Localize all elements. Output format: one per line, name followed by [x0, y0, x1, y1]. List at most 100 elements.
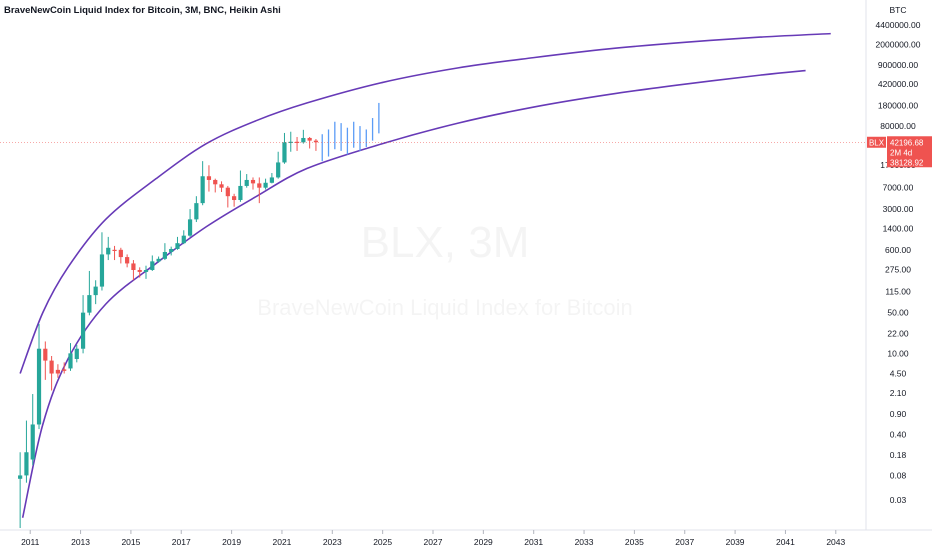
- x-tick-label: 2021: [272, 537, 291, 547]
- currency-label: BTC: [890, 5, 907, 15]
- y-tick-label: 7000.00: [883, 183, 914, 193]
- prev-close-label: 38128.92: [890, 158, 924, 167]
- x-tick-label: 2015: [121, 537, 140, 547]
- y-tick-label: 3000.00: [883, 204, 914, 214]
- candle-body: [118, 249, 123, 258]
- y-tick-label: 0.03: [890, 495, 907, 505]
- candle-body: [244, 179, 249, 186]
- candle-body: [125, 257, 130, 264]
- candles: [18, 129, 319, 528]
- x-tick-label: 2043: [826, 537, 845, 547]
- y-tick-label: 4.50: [890, 369, 907, 379]
- x-tick-label: 2019: [222, 537, 241, 547]
- y-tick-label: 420000.00: [878, 79, 918, 89]
- y-tick-label: 2.10: [890, 388, 907, 398]
- candle-body: [143, 269, 149, 272]
- candle-body: [288, 141, 293, 143]
- x-tick-label: 2029: [474, 537, 493, 547]
- countdown-label: 2M 4d: [890, 148, 912, 157]
- y-tick-label: 50.00: [887, 308, 909, 318]
- candle-body: [30, 424, 35, 460]
- candle-body: [18, 475, 23, 479]
- candle-body: [250, 179, 256, 184]
- watermark-name: BraveNewCoin Liquid Index for Bitcoin: [257, 295, 632, 320]
- candle-body: [276, 162, 281, 178]
- candle-body: [269, 177, 274, 183]
- candle-body: [282, 142, 287, 163]
- candle-body: [137, 269, 142, 272]
- x-tick-label: 2037: [675, 537, 694, 547]
- x-tick-label: 2017: [172, 537, 191, 547]
- x-tick-label: 2031: [524, 537, 543, 547]
- candle-body: [307, 137, 312, 141]
- symbol-tag: BLX: [869, 138, 885, 147]
- last-price-label: 42196.68: [890, 138, 924, 147]
- candle-body: [313, 140, 319, 143]
- candle-body: [80, 312, 86, 349]
- candle-body: [194, 203, 199, 220]
- candle-body: [55, 369, 61, 374]
- candle-body: [263, 182, 268, 188]
- time-axis[interactable]: 2011 2013 2015 2017 2019 2021 2023 2025 2027 2029…: [21, 530, 846, 547]
- candle-body: [112, 249, 117, 252]
- candle-body: [24, 452, 29, 476]
- candle-body: [49, 360, 54, 374]
- curve-lower: [21, 69, 806, 518]
- x-tick-label: 2025: [373, 537, 392, 547]
- candle-body: [68, 353, 73, 369]
- y-tick-label: 900000.00: [878, 60, 918, 70]
- candle-body: [257, 183, 262, 188]
- x-tick-label: 2039: [726, 537, 745, 547]
- candle-body: [213, 179, 218, 185]
- candle-body: [175, 243, 180, 249]
- candle-body: [187, 219, 193, 236]
- price-axis[interactable]: 4400000.00 2000000.00 900000.00 420000.00 18…: [876, 20, 921, 505]
- y-tick-label: 275.00: [885, 265, 911, 275]
- candle-body: [225, 187, 230, 197]
- candle-body: [169, 248, 174, 253]
- x-tick-label: 2033: [575, 537, 594, 547]
- y-tick-label: 0.08: [890, 470, 907, 480]
- y-tick-label: 600.00: [885, 245, 911, 255]
- y-tick-label: 22.00: [887, 328, 909, 338]
- y-tick-label: 1400.00: [883, 223, 914, 233]
- candle-body: [206, 176, 212, 180]
- symbol-tag-bg: [867, 136, 886, 148]
- candle-body: [74, 348, 79, 359]
- y-tick-label: 0.18: [890, 450, 907, 460]
- curve-upper: [19, 32, 831, 374]
- price-tag-bg: [887, 136, 932, 168]
- candle-body: [99, 254, 105, 287]
- candle-body: [181, 235, 186, 244]
- candle-body: [232, 196, 237, 201]
- x-tick-label: 2035: [625, 537, 644, 547]
- y-tick-label: 10.00: [887, 348, 909, 358]
- y-tick-label: 4400000.00: [876, 20, 921, 30]
- candle-body: [87, 295, 92, 313]
- y-tick-label: 80000.00: [880, 121, 916, 131]
- y-tick-label: 180000.00: [878, 101, 918, 111]
- projection-bars: [321, 102, 380, 162]
- candle-body: [162, 252, 167, 259]
- x-tick-label: 2023: [323, 537, 342, 547]
- last-price-tag: BLX 42196.68 2M 4d 38128.92: [867, 136, 932, 168]
- candle-body: [238, 185, 243, 201]
- y-tick-label: 0.90: [890, 409, 907, 419]
- candle-body: [62, 369, 67, 371]
- candle-body: [301, 137, 306, 143]
- chart-title: BraveNewCoin Liquid Index for Bitcoin, 3…: [4, 5, 281, 16]
- x-tick-label: 2041: [776, 537, 795, 547]
- candle-body: [36, 348, 42, 425]
- candle-body: [150, 261, 155, 270]
- y-tick-label: 2000000.00: [876, 40, 921, 50]
- x-tick-label: 2013: [71, 537, 90, 547]
- candle-body: [93, 286, 98, 296]
- candle-body: [106, 247, 111, 255]
- candle-body: [156, 258, 161, 262]
- x-tick-label: 2011: [21, 537, 40, 547]
- watermark-symbol: BLX, 3M: [361, 218, 530, 267]
- channel-curves: [19, 32, 831, 518]
- candle-body: [43, 348, 48, 361]
- candle-body: [219, 184, 224, 188]
